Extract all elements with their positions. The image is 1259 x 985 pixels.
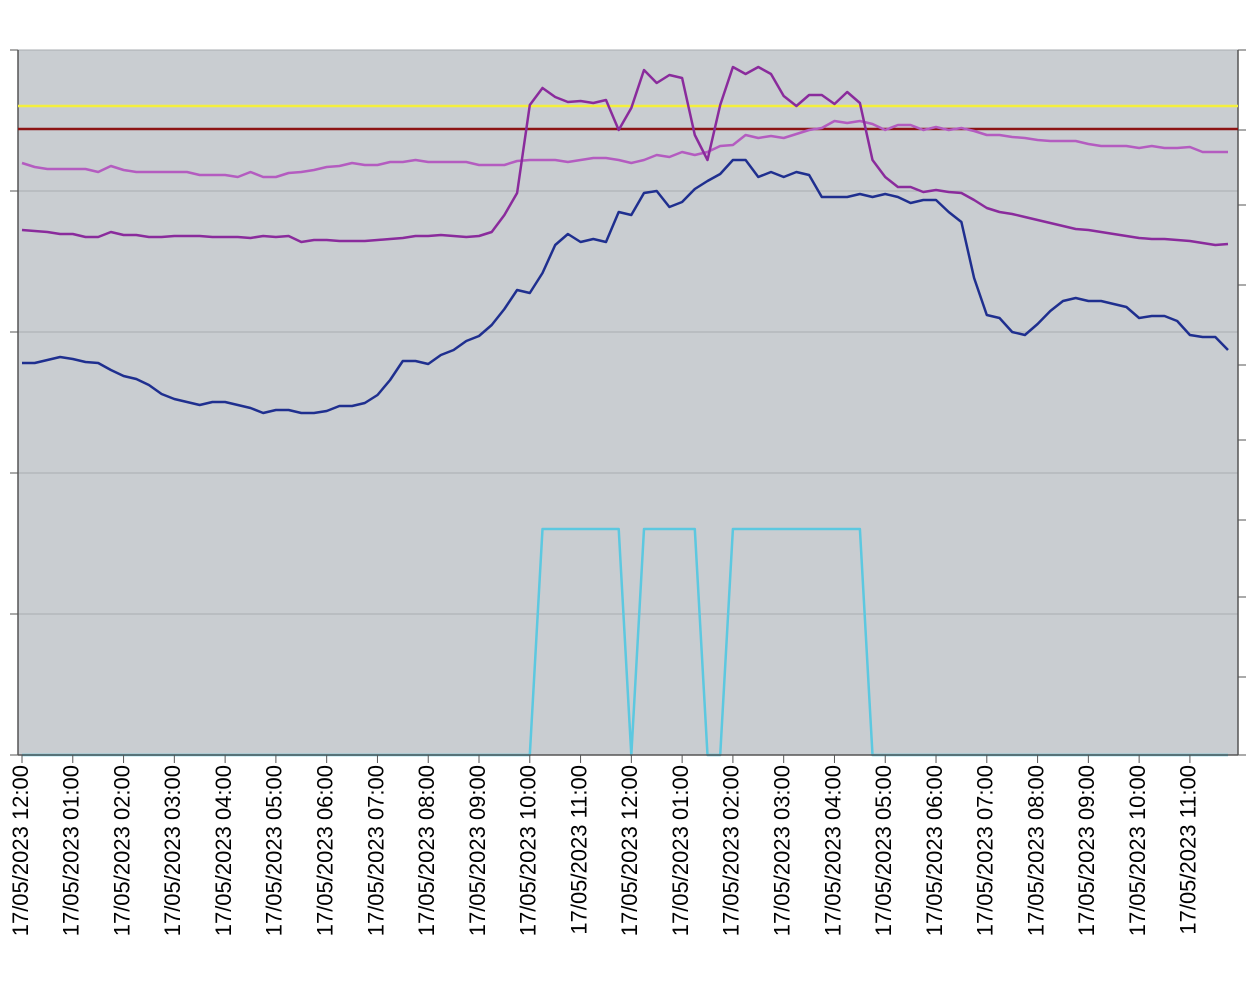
x-tick-label: 17/05/2023 02:00 bbox=[109, 765, 134, 936]
series-line bbox=[22, 158, 1229, 415]
x-tick-label: 17/05/2023 01:00 bbox=[668, 765, 693, 936]
x-tick-label: 17/05/2023 07:00 bbox=[363, 765, 388, 936]
x-tick-label: 17/05/2023 05:00 bbox=[871, 765, 896, 936]
x-tick-label: 17/05/2023 09:00 bbox=[465, 765, 490, 936]
series-line bbox=[21, 119, 1228, 179]
x-tick-label: 17/05/2023 04:00 bbox=[211, 765, 236, 936]
x-tick-label: 17/05/2023 11:00 bbox=[566, 765, 591, 935]
series-line bbox=[21, 65, 1229, 247]
x-tick-label: 17/05/2023 10:00 bbox=[1125, 765, 1150, 936]
x-tick-label: 17/05/2023 11:00 bbox=[1176, 765, 1201, 935]
x-tick-label: 17/05/2023 12:00 bbox=[617, 765, 642, 936]
x-tick-label: 17/05/2023 03:00 bbox=[769, 765, 794, 936]
x-tick-label: 17/05/2023 06:00 bbox=[922, 765, 947, 936]
x-tick-label: 17/05/2023 07:00 bbox=[973, 765, 998, 936]
x-tick-label: 17/05/2023 08:00 bbox=[414, 765, 439, 936]
x-tick-label: 17/05/2023 10:00 bbox=[516, 765, 541, 936]
x-tick-label: 17/05/2023 12:00 bbox=[8, 765, 33, 936]
right-axis-ticks bbox=[1238, 49, 1246, 756]
x-tick-label: 17/05/2023 04:00 bbox=[820, 765, 845, 936]
x-tick-label: 17/05/2023 05:00 bbox=[262, 765, 287, 936]
x-tick-label: 17/05/2023 03:00 bbox=[160, 765, 185, 936]
x-tick-label: 17/05/2023 09:00 bbox=[1074, 765, 1099, 936]
x-tick-label: 17/05/2023 02:00 bbox=[719, 765, 744, 936]
x-tick-label: 17/05/2023 08:00 bbox=[1023, 765, 1048, 936]
x-tick-label: 17/05/2023 06:00 bbox=[312, 765, 337, 936]
plot-area bbox=[18, 50, 1238, 755]
x-tick-label: 17/05/2023 01:00 bbox=[59, 765, 84, 936]
